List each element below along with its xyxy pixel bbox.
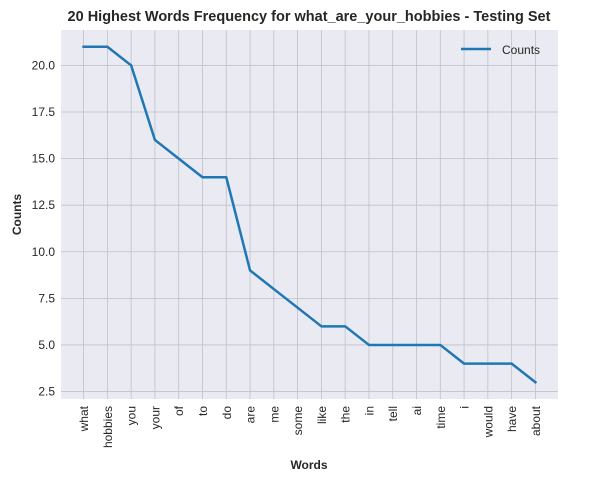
x-tick-label: about xyxy=(529,405,543,436)
x-tick-label: the xyxy=(339,406,353,423)
x-tick-label: your xyxy=(148,406,162,429)
x-tick-label: i xyxy=(458,406,472,409)
x-tick-label: would xyxy=(481,406,495,438)
y-tick-label: 10.0 xyxy=(32,245,56,259)
x-tick-label: time xyxy=(434,406,448,429)
legend-label: Counts xyxy=(502,43,540,57)
x-tick-label: like xyxy=(315,406,329,424)
x-tick-label: in xyxy=(362,406,376,415)
x-tick-label: hobbies xyxy=(101,406,115,448)
x-tick-label: what xyxy=(77,405,91,432)
x-tick-label: to xyxy=(196,406,210,416)
x-axis: what hobbies you your of to do are me some like the… xyxy=(77,405,543,448)
y-tick-label: 7.5 xyxy=(38,291,55,305)
chart-title: 20 Highest Words Frequency for what_are_… xyxy=(68,9,551,25)
plot-area xyxy=(61,30,558,399)
x-tick-label: you xyxy=(125,406,139,425)
series-line-counts xyxy=(82,45,538,384)
x-axis-label: Words xyxy=(290,458,327,472)
y-tick-label: 20.0 xyxy=(32,58,56,72)
y-tick-label: 12.5 xyxy=(32,198,56,212)
y-tick-label: 2.5 xyxy=(38,385,55,399)
y-axis-label: Counts xyxy=(10,194,24,236)
y-tick-label: 5.0 xyxy=(38,338,55,352)
x-tick-label: have xyxy=(505,406,519,432)
grid xyxy=(61,30,558,399)
x-tick-label: me xyxy=(267,406,281,423)
x-tick-label: are xyxy=(244,406,258,424)
x-tick-label: ai xyxy=(410,406,424,415)
x-tick-label: some xyxy=(291,406,305,436)
x-tick-label: do xyxy=(220,406,234,420)
y-axis: 2.5 5.0 7.5 10.0 12.5 15.0 17.5 20.0 xyxy=(32,58,56,398)
series-layer xyxy=(82,45,538,384)
y-tick-label: 17.5 xyxy=(32,105,56,119)
x-tick-label: tell xyxy=(386,406,400,421)
legend: Counts xyxy=(461,43,540,57)
y-tick-label: 15.0 xyxy=(32,152,56,166)
x-tick-label: of xyxy=(172,405,186,416)
